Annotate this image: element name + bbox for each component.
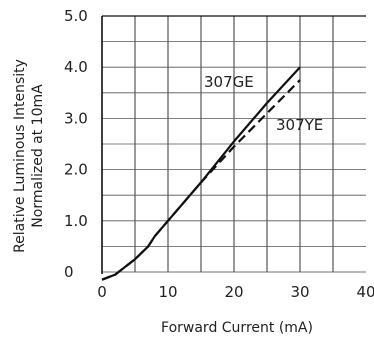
x-tick-label: 30 [290, 283, 309, 301]
tick-labels: 0 1.0 2.0 3.0 4.0 5.0 0 10 20 30 40 [64, 7, 374, 301]
x-tick-label: 10 [158, 283, 177, 301]
series [101, 66, 301, 281]
x-tick-label: 40 [356, 283, 374, 301]
x-tick-label: 0 [97, 283, 107, 301]
series-label-307ge: 307GE [204, 73, 254, 91]
y-tick-label: 0 [64, 263, 74, 281]
series-label-307ye: 307YE [276, 116, 323, 134]
grid [102, 16, 366, 272]
y-axis-title-line-2: Normalized at 10mA [30, 84, 46, 228]
series-line-307ye [101, 79, 301, 281]
series-line-307ge [101, 66, 301, 281]
y-tick-label: 4.0 [64, 58, 88, 76]
y-tick-label: 2.0 [64, 161, 88, 179]
plot-frame [101, 15, 366, 274]
y-tick-label: 5.0 [64, 7, 88, 25]
series-labels: 307GE 307YE [204, 73, 323, 134]
y-tick-label: 3.0 [64, 109, 88, 127]
y-axis-title-line-1: Relative Luminous Intensity [12, 59, 28, 253]
x-axis-title: Forward Current (mA) [161, 320, 313, 336]
x-tick-label: 20 [224, 283, 243, 301]
y-tick-label: 1.0 [64, 212, 88, 230]
